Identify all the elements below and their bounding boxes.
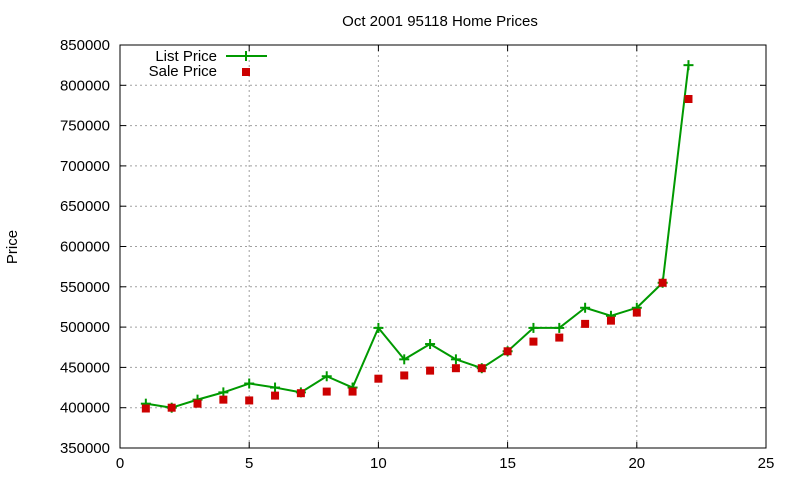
y-tick-label: 500000 bbox=[60, 319, 110, 336]
legend: List Price Sale Price bbox=[149, 48, 267, 80]
sale-price-point bbox=[322, 387, 331, 396]
list-price-point bbox=[425, 339, 436, 350]
sale-price-point bbox=[529, 337, 538, 346]
chart-title: Oct 2001 95118 Home Prices bbox=[342, 13, 538, 30]
sale-price-point bbox=[426, 366, 435, 375]
list-price-point bbox=[373, 322, 384, 333]
sale-price-point bbox=[348, 387, 357, 396]
list-price-point bbox=[450, 354, 461, 365]
list-price-point bbox=[270, 382, 281, 393]
y-tick-label: 750000 bbox=[60, 118, 110, 135]
sale-price-point bbox=[167, 403, 176, 412]
y-tick-label: 400000 bbox=[60, 400, 110, 417]
list-price-point bbox=[683, 60, 694, 71]
sale-price-point bbox=[141, 404, 150, 413]
axis-ticks: 0 5 10 15 20 25 350000 400000 450000 500000 550000… bbox=[60, 37, 774, 472]
sale-price-point bbox=[555, 333, 564, 342]
y-tick-label: 650000 bbox=[60, 198, 110, 215]
y-tick-label: 450000 bbox=[60, 359, 110, 376]
list-price-point bbox=[244, 378, 255, 389]
sale-price-point bbox=[193, 399, 202, 408]
list-price-point bbox=[399, 354, 410, 365]
legend-marker-sale-price bbox=[242, 68, 250, 76]
sale-price-point bbox=[606, 316, 615, 325]
sale-price-point bbox=[219, 395, 228, 404]
sale-price-point bbox=[400, 371, 409, 380]
sale-price-point bbox=[581, 319, 590, 328]
y-tick-label: 800000 bbox=[60, 77, 110, 94]
y-tick-label: 600000 bbox=[60, 239, 110, 256]
sale-price-point bbox=[374, 374, 383, 383]
list-price-point bbox=[580, 302, 591, 313]
sale-price-point bbox=[632, 308, 641, 317]
legend-marker-list-price bbox=[241, 51, 251, 61]
x-tick-label: 20 bbox=[628, 455, 645, 472]
sale-price-point bbox=[451, 364, 460, 373]
grid bbox=[120, 45, 766, 448]
y-tick-label: 350000 bbox=[60, 440, 110, 457]
x-tick-label: 0 bbox=[116, 455, 124, 472]
x-tick-label: 25 bbox=[758, 455, 775, 472]
list-price-point bbox=[554, 322, 565, 333]
list-price-point bbox=[321, 371, 332, 382]
x-tick-label: 15 bbox=[499, 455, 516, 472]
sale-price-point bbox=[296, 389, 305, 398]
series bbox=[140, 60, 694, 413]
sale-price-point bbox=[271, 391, 280, 400]
legend-label-sale-price: Sale Price bbox=[149, 63, 217, 80]
y-tick-label: 550000 bbox=[60, 279, 110, 296]
sale-price-point bbox=[503, 347, 512, 356]
sale-price-point bbox=[245, 396, 254, 405]
sale-price-point bbox=[658, 278, 667, 287]
legend-label-list-price: List Price bbox=[155, 48, 217, 65]
sale-price-point bbox=[477, 364, 486, 373]
x-tick-label: 10 bbox=[370, 455, 387, 472]
list-price-point bbox=[528, 322, 539, 333]
sale-price-point bbox=[684, 95, 693, 104]
y-tick-label: 850000 bbox=[60, 37, 110, 54]
x-tick-label: 5 bbox=[245, 455, 253, 472]
y-tick-label: 700000 bbox=[60, 158, 110, 175]
list-price-line bbox=[145, 65, 690, 409]
y-axis-label: Price bbox=[4, 230, 21, 264]
